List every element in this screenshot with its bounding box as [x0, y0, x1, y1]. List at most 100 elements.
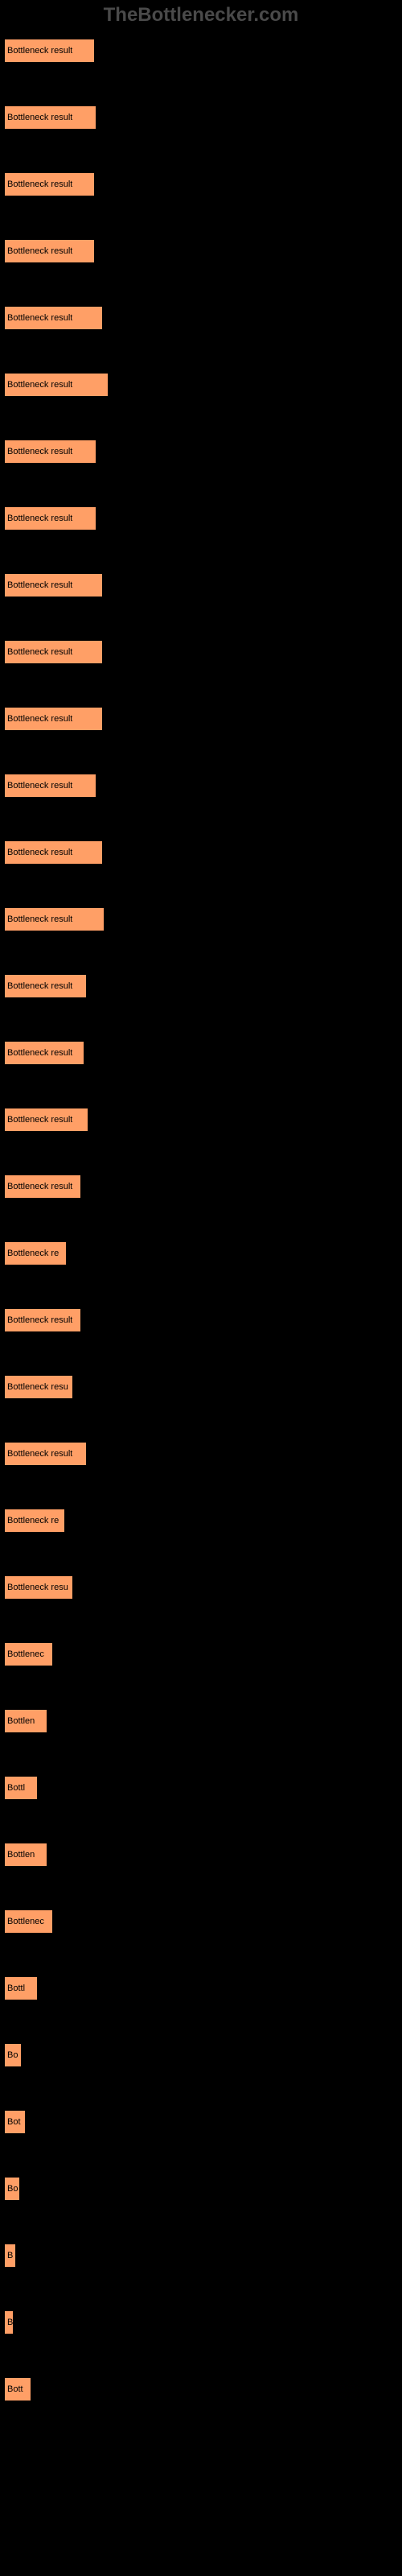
bar-label: Bottleneck result — [7, 1315, 72, 1325]
bar-row: Bottlen — [4, 1709, 398, 1733]
bar-label: Bottlenec — [7, 1649, 44, 1659]
bar-label: Bottleneck result — [7, 781, 72, 791]
bar: Bottleneck result — [4, 440, 96, 464]
bar-row: Bottleneck resu — [4, 1575, 398, 1600]
bar-row: Bo — [4, 2177, 398, 2201]
bar-label: Bottleneck result — [7, 313, 72, 323]
bar-row: Bottleneck result — [4, 172, 398, 196]
bar-label: Bottleneck result — [7, 46, 72, 56]
bar: Bottlen — [4, 1709, 47, 1733]
bar: Bottlen — [4, 1843, 47, 1867]
bar-label: Bottleneck result — [7, 714, 72, 724]
bar-row: Bottleneck result — [4, 239, 398, 263]
bar-row: Bottleneck result — [4, 1041, 398, 1065]
bar-row: Bottleneck re — [4, 1509, 398, 1533]
bar: Bottleneck result — [4, 840, 103, 865]
bar: Bottleneck result — [4, 907, 105, 931]
bar: Bottleneck result — [4, 707, 103, 731]
bar-row: Bottleneck result — [4, 306, 398, 330]
bar-label: Bo — [7, 2050, 18, 2060]
bar: Bottleneck result — [4, 774, 96, 798]
bar: Bottl — [4, 1976, 38, 2000]
bar-label: Bottleneck result — [7, 180, 72, 189]
bar: Bottleneck result — [4, 506, 96, 530]
bar-label: Bottleneck resu — [7, 1382, 68, 1392]
bar: Bottleneck result — [4, 573, 103, 597]
bar: Bottleneck result — [4, 1108, 88, 1132]
bar: Bottleneck result — [4, 640, 103, 664]
bar-row: Bottleneck result — [4, 640, 398, 664]
bar: Bottleneck result — [4, 1442, 87, 1466]
bar-label: Bottleneck re — [7, 1516, 59, 1525]
bar-row: Bottlen — [4, 1843, 398, 1867]
bar-row: Bottleneck resu — [4, 1375, 398, 1399]
bar: Bottleneck result — [4, 1308, 81, 1332]
bar-row: Bottleneck result — [4, 1442, 398, 1466]
bar: Bo — [4, 2177, 20, 2201]
bar-label: Bo — [7, 2184, 18, 2194]
bar-row: Bottlenec — [4, 1909, 398, 1934]
bar: Bottleneck result — [4, 1174, 81, 1199]
bar-row: Bottleneck result — [4, 440, 398, 464]
bar: Bottleneck result — [4, 105, 96, 130]
bar-label: Bottl — [7, 1783, 25, 1793]
bar-row: Bottleneck result — [4, 573, 398, 597]
bar-label: Bottleneck result — [7, 914, 72, 924]
bar-label: Bottleneck result — [7, 246, 72, 256]
bar-row: Bo — [4, 2043, 398, 2067]
bar-row: Bottleneck result — [4, 1108, 398, 1132]
bar-label: Bottleneck result — [7, 380, 72, 390]
bar-label: Bottleneck result — [7, 447, 72, 456]
bar-label: Bottleneck result — [7, 1449, 72, 1459]
bar-label: Bottleneck result — [7, 1115, 72, 1125]
bar-label: Bottleneck resu — [7, 1583, 68, 1592]
bar-label: Bottl — [7, 1984, 25, 1993]
bar-label: Bottleneck result — [7, 981, 72, 991]
watermark: TheBottlenecker.com — [0, 0, 402, 31]
bar: B — [4, 2310, 14, 2334]
bar: Bottleneck re — [4, 1241, 67, 1265]
bar-label: B — [7, 2318, 13, 2327]
bar-label: Bottleneck result — [7, 580, 72, 590]
bar-row: Bottleneck result — [4, 707, 398, 731]
bar: Bottleneck re — [4, 1509, 65, 1533]
bar-row: Bottleneck result — [4, 974, 398, 998]
bar-label: Bot — [7, 2117, 21, 2127]
bar-row: Bottleneck result — [4, 105, 398, 130]
bar-label: Bottleneck result — [7, 514, 72, 523]
bar: Bottleneck resu — [4, 1375, 73, 1399]
bar-chart: Bottleneck result Bottleneck result Bottle… — [0, 31, 402, 2452]
bar: Bottleneck result — [4, 172, 95, 196]
bar-row: Bottl — [4, 1976, 398, 2000]
bar-row: Bottleneck result — [4, 1308, 398, 1332]
bar-label: Bottleneck result — [7, 848, 72, 857]
bar-label: Bottleneck result — [7, 113, 72, 122]
bar: Bottlenec — [4, 1909, 53, 1934]
bar-label: Bottlen — [7, 1716, 35, 1726]
bar: Bottl — [4, 1776, 38, 1800]
bar: B — [4, 2244, 16, 2268]
bar: Bo — [4, 2043, 22, 2067]
bar: Bottleneck result — [4, 1041, 84, 1065]
bar-row: B — [4, 2310, 398, 2334]
bar-label: Bottleneck result — [7, 647, 72, 657]
bar-row: Bottleneck result — [4, 506, 398, 530]
bar-row: Bot — [4, 2110, 398, 2134]
bar-row: Bottlenec — [4, 1642, 398, 1666]
bar: Bottleneck result — [4, 306, 103, 330]
bar-row: Bottleneck re — [4, 1241, 398, 1265]
bar: Bottleneck result — [4, 974, 87, 998]
bar-label: Bott — [7, 2384, 23, 2394]
bar: Bottleneck result — [4, 373, 109, 397]
bar: Bottleneck resu — [4, 1575, 73, 1600]
bar-label: B — [7, 2251, 13, 2260]
bar: Bot — [4, 2110, 26, 2134]
bar-row: Bott — [4, 2377, 398, 2401]
bar-row: Bottleneck result — [4, 907, 398, 931]
bar: Bott — [4, 2377, 31, 2401]
bar-label: Bottleneck result — [7, 1048, 72, 1058]
bar-row: Bottleneck result — [4, 39, 398, 63]
bar-row: Bottleneck result — [4, 840, 398, 865]
bar-row: Bottleneck result — [4, 774, 398, 798]
bar-row: Bottleneck result — [4, 373, 398, 397]
